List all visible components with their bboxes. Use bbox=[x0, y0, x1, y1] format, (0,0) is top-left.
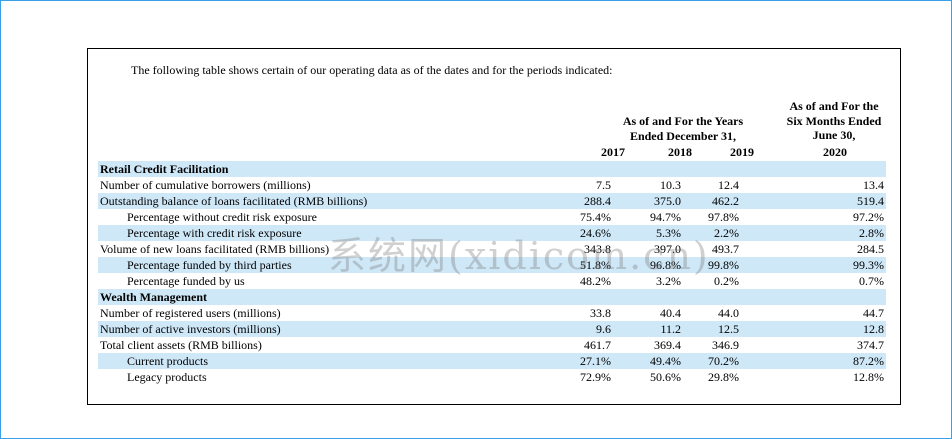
cell-value: 27.1% bbox=[580, 354, 611, 368]
row-label: Number of registered users (millions) bbox=[100, 306, 281, 320]
row-label: Percentage with credit risk exposure bbox=[127, 226, 302, 240]
table-row: Current products 27.1% 49.4% 70.2% 87.2% bbox=[98, 353, 886, 369]
cell-value: 12.5 bbox=[718, 322, 739, 336]
cell-value: 461.7 bbox=[584, 338, 611, 352]
row-label: Number of active investors (millions) bbox=[100, 322, 281, 336]
cell-value: 24.6% bbox=[580, 226, 611, 240]
cell-value: 0.7% bbox=[859, 274, 884, 288]
cell-value: 288.4 bbox=[584, 194, 611, 208]
cell-value: 99.3% bbox=[853, 258, 884, 272]
cell-value: 5.3% bbox=[656, 226, 681, 240]
table-row: Percentage funded by third parties 51.8% 9… bbox=[98, 257, 886, 273]
cell-value: 9.6 bbox=[596, 322, 611, 336]
table-row: Outstanding balance of loans facilitated… bbox=[98, 193, 886, 209]
row-label: Legacy products bbox=[127, 370, 207, 384]
intro-text: The following table shows certain of our… bbox=[131, 63, 613, 77]
cell-value: 33.8 bbox=[590, 306, 611, 320]
row-label: Current products bbox=[127, 354, 208, 368]
table-row: Legacy products 72.9% 50.6% 29.8% 12.8% bbox=[98, 369, 886, 385]
cell-value: 75.4% bbox=[580, 210, 611, 224]
cell-value: 12.8 bbox=[863, 322, 884, 336]
row-label: Percentage funded by third parties bbox=[127, 258, 292, 272]
years-header-line1: As of and For the Years bbox=[622, 114, 744, 128]
row-label: Percentage without credit risk exposure bbox=[127, 210, 317, 224]
cell-value: 343.8 bbox=[584, 242, 611, 256]
row-label: Total client assets (RMB billions) bbox=[100, 338, 262, 352]
cell-value: 462.2 bbox=[712, 194, 739, 208]
cell-value: 51.8% bbox=[580, 258, 611, 272]
cell-value: 44.0 bbox=[718, 306, 739, 320]
section-header-row: Retail Credit Facilitation bbox=[98, 161, 886, 177]
cell-value: 70.2% bbox=[708, 354, 739, 368]
cell-value: 29.8% bbox=[708, 370, 739, 384]
cell-value: 2.2% bbox=[714, 226, 739, 240]
cell-value: 96.8% bbox=[650, 258, 681, 272]
six-months-header: As of and For the Six Months Ended June … bbox=[785, 99, 883, 143]
year-2018-header: 2018 bbox=[656, 145, 704, 162]
year-2017-header: 2017 bbox=[589, 145, 637, 162]
operating-data-table: Retail Credit Facilitation Number of cumu… bbox=[98, 161, 886, 385]
cell-value: 10.3 bbox=[660, 178, 681, 192]
row-label: Percentage funded by us bbox=[127, 274, 245, 288]
cell-value: 369.4 bbox=[654, 338, 681, 352]
cell-value: 3.2% bbox=[656, 274, 681, 288]
cell-value: 12.8% bbox=[853, 370, 884, 384]
document-panel: The following table shows certain of our… bbox=[87, 48, 901, 405]
cell-value: 346.9 bbox=[712, 338, 739, 352]
cell-value: 49.4% bbox=[650, 354, 681, 368]
cell-value: 13.4 bbox=[863, 178, 884, 192]
year-2020-header: 2020 bbox=[788, 145, 882, 162]
table-row: Number of registered users (millions) 33.… bbox=[98, 305, 886, 321]
table-row: Total client assets (RMB billions) 461.7 3… bbox=[98, 337, 886, 353]
cell-value: 519.4 bbox=[857, 194, 884, 208]
six-months-header-line1: As of and For the bbox=[789, 99, 879, 113]
year-2019-header: 2019 bbox=[719, 145, 765, 162]
cell-value: 397.0 bbox=[654, 242, 681, 256]
cell-value: 44.7 bbox=[863, 306, 884, 320]
cell-value: 493.7 bbox=[712, 242, 739, 256]
cell-value: 50.6% bbox=[650, 370, 681, 384]
section-title: Retail Credit Facilitation bbox=[100, 162, 229, 176]
cell-value: 11.2 bbox=[660, 322, 681, 336]
years-header: As of and For the Years Ended December 3… bbox=[598, 114, 768, 143]
row-label: Volume of new loans facilitated (RMB bil… bbox=[100, 242, 330, 256]
section-header-row: Wealth Management bbox=[98, 289, 886, 305]
row-label: Outstanding balance of loans facilitated… bbox=[100, 194, 368, 208]
cell-value: 97.2% bbox=[853, 210, 884, 224]
cell-value: 72.9% bbox=[580, 370, 611, 384]
cell-value: 374.7 bbox=[857, 338, 884, 352]
years-header-line2: Ended December 31, bbox=[629, 128, 737, 143]
cell-value: 375.0 bbox=[654, 194, 681, 208]
six-months-header-line3: June 30, bbox=[812, 128, 856, 142]
table-row: Percentage without credit risk exposure 7… bbox=[98, 209, 886, 225]
table-row: Number of active investors (millions) 9.6… bbox=[98, 321, 886, 337]
cell-value: 2.8% bbox=[859, 226, 884, 240]
cell-value: 97.8% bbox=[708, 210, 739, 224]
cell-value: 12.4 bbox=[718, 178, 739, 192]
cell-value: 99.8% bbox=[708, 258, 739, 272]
cell-value: 48.2% bbox=[580, 274, 611, 288]
cell-value: 87.2% bbox=[853, 354, 884, 368]
cell-value: 94.7% bbox=[650, 210, 681, 224]
table-row: Percentage funded by us 48.2% 3.2% 0.2% 0.7% bbox=[98, 273, 886, 289]
cell-value: 284.5 bbox=[857, 242, 884, 256]
cell-value: 7.5 bbox=[596, 178, 611, 192]
table-row: Volume of new loans facilitated (RMB bil… bbox=[98, 241, 886, 257]
row-label: Number of cumulative borrowers (millions… bbox=[100, 178, 311, 192]
six-months-header-line2: Six Months Ended bbox=[786, 113, 882, 128]
cell-value: 0.2% bbox=[714, 274, 739, 288]
cell-value: 40.4 bbox=[660, 306, 681, 320]
table-row: Percentage with credit risk exposure 24.6… bbox=[98, 225, 886, 241]
table-row: Number of cumulative borrowers (millions… bbox=[98, 177, 886, 193]
section-title: Wealth Management bbox=[100, 290, 207, 304]
